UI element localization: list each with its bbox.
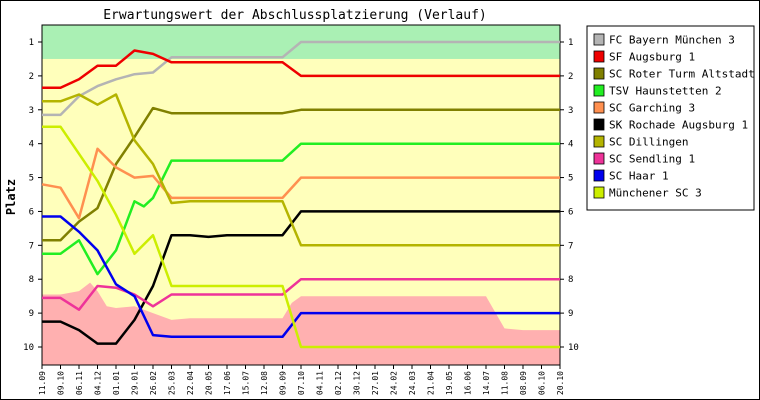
plot-area: [41, 24, 561, 366]
legend-swatch: [593, 67, 605, 80]
x-tick-label: 21.04: [427, 371, 436, 395]
y-axis-label: Platz: [4, 179, 18, 215]
y-tick-label-left: 2: [29, 72, 34, 82]
y-axis-left: 1 2 3 4 5 6 7 8 9 10: [23, 38, 42, 353]
legend-entry: Münchener SC 3: [609, 187, 702, 200]
legend-swatch: [593, 152, 605, 165]
x-tick-label: 26.02: [149, 371, 158, 395]
x-tick-label: 06.11: [75, 371, 84, 395]
y-tick-label-right: 9: [568, 309, 573, 319]
legend-entry: SC Garching 3: [609, 102, 695, 115]
legend-swatch: [593, 186, 605, 199]
x-tick-label: 22.04: [186, 371, 195, 395]
series-line-2: [42, 49, 560, 90]
x-tick-label: 01.01: [112, 371, 121, 395]
y-tick-label-right: 6: [568, 207, 573, 217]
x-tick-label: 24.02: [390, 371, 399, 395]
series-line-9: [42, 215, 560, 339]
x-tick-label: 19.05: [445, 371, 454, 395]
series-line-5: [41, 147, 560, 220]
y-tick-label-left: 6: [29, 207, 34, 217]
y-tick-label-right: 7: [568, 241, 573, 251]
x-tick-label: 20.05: [205, 371, 214, 395]
legend-entry: TSV Haunstetten 2: [609, 85, 722, 98]
y-tick-label-left: 7: [29, 241, 34, 251]
x-tick-label: 30.12: [353, 371, 362, 395]
y-tick-label-left: 1: [29, 38, 34, 48]
x-tick-label: 04.12: [94, 371, 103, 395]
legend-box: [586, 25, 755, 211]
chart-title: Erwartungswert der Abschlussplatzierung …: [103, 8, 487, 23]
x-tick-label: 29.01: [131, 371, 140, 395]
x-tick-label: 02.12: [334, 371, 343, 395]
x-tick-label: 07.10: [297, 371, 306, 395]
y-tick-label-left: 8: [29, 275, 34, 285]
legend-swatch: [593, 169, 605, 182]
legend-swatch: [593, 84, 605, 97]
legend: FC Bayern München 3 SF Augsburg 1 SC Roter…: [586, 25, 760, 211]
x-tick-label: 25.03: [168, 371, 177, 395]
legend-entry: SC Dillingen: [609, 136, 688, 149]
x-tick-label: 15.07: [242, 371, 251, 395]
x-tick-label: 12.08: [260, 371, 269, 395]
legend-entry: SF Augsburg 1: [609, 51, 695, 64]
y-tick-label-right: 5: [568, 174, 573, 184]
x-tick-label: 11.08: [501, 371, 510, 395]
y-tick-label-left: 9: [29, 309, 34, 319]
legend-swatch: [593, 33, 605, 46]
x-tick-label: 24.03: [408, 371, 417, 395]
x-axis: 11.09 09.10 06.11 04.12 01.01 29.01 26.02 25.03…: [38, 365, 565, 395]
legend-swatch: [593, 50, 605, 63]
x-tick-label: 08.09: [519, 371, 528, 395]
series-line-7: [42, 93, 560, 247]
series-line-3: [42, 106, 560, 242]
y-tick-label-left: 5: [29, 174, 34, 184]
series-line-6: [42, 210, 560, 345]
series-line-10: [42, 125, 560, 349]
legend-swatch: [593, 101, 605, 114]
y-tick-label-right: 3: [568, 106, 573, 116]
series-line-4: [42, 142, 560, 276]
y-tick-label-right: 1: [568, 38, 573, 48]
x-tick-label: 16.06: [464, 371, 473, 395]
x-tick-label: 04.11: [316, 371, 325, 395]
y-tick-label-right: 10: [568, 343, 579, 353]
x-tick-label: 27.01: [371, 371, 380, 395]
y-tick-label-right: 2: [568, 72, 573, 82]
x-tick-label: 06.10: [538, 371, 547, 395]
legend-entry: SC Sendling 1: [609, 153, 695, 166]
series-line-1: [42, 40, 560, 117]
y-axis-right: 1 2 3 4 5 6 7 8 9 10: [560, 38, 579, 353]
legend-entry: SC Roter Turm Altstadt 1: [609, 68, 760, 81]
y-tick-label-left: 3: [29, 106, 34, 116]
y-tick-label-right: 4: [568, 140, 573, 150]
y-tick-label-right: 8: [568, 275, 573, 285]
x-tick-label: 14.07: [482, 371, 491, 395]
legend-entry: FC Bayern München 3: [609, 34, 735, 47]
legend-entry: SC Haar 1: [609, 170, 669, 183]
y-tick-label-left: 4: [29, 140, 34, 150]
legend-entry: SK Rochade Augsburg 1: [609, 119, 748, 132]
x-tick-label: 11.09: [38, 371, 47, 395]
y-tick-label-left: 10: [23, 343, 34, 353]
legend-swatch: [593, 135, 605, 148]
legend-swatch: [593, 118, 605, 131]
band-relegation: [42, 282, 560, 365]
x-tick-label: 09.10: [57, 371, 66, 395]
x-tick-label: 17.06: [223, 371, 232, 395]
x-tick-label: 20.10: [556, 371, 565, 395]
x-tick-label: 09.09: [279, 371, 288, 395]
